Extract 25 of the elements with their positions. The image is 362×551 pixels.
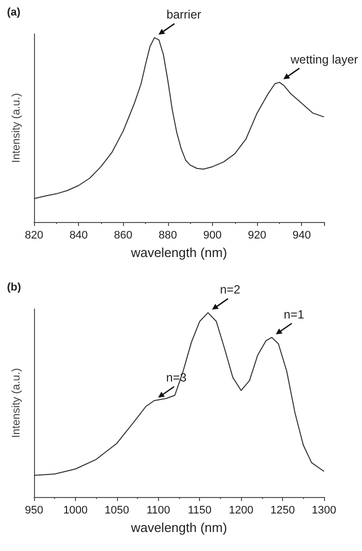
- x-tick-label: 1250: [270, 504, 295, 516]
- x-tick-label: 900: [203, 230, 222, 242]
- x-axis-title: wavelength (nm): [130, 520, 228, 535]
- chart-title: (b): [7, 282, 22, 294]
- x-tick-label: 1300: [312, 504, 336, 516]
- x-tick-label: 860: [114, 230, 132, 242]
- annotation: barrier: [166, 8, 202, 22]
- annotation: n=2: [220, 282, 241, 297]
- annotation: n=1: [284, 307, 304, 322]
- x-tick-label: 840: [69, 230, 88, 242]
- annotation: wetting layer: [290, 52, 358, 66]
- x-tick-label: 1100: [146, 504, 170, 516]
- x-tick-label: 920: [248, 230, 266, 242]
- x-tick-label: 950: [24, 504, 44, 516]
- y-axis-title: Intensity (a.u.): [10, 93, 22, 163]
- x-tick-label: 880: [158, 230, 178, 242]
- x-tick-label: 820: [24, 230, 44, 242]
- x-tick-label: 940: [292, 230, 311, 242]
- x-tick-label: 1050: [104, 504, 130, 516]
- y-axis-title: Intensity (a.u.): [10, 368, 22, 438]
- x-tick-label: 1000: [63, 504, 88, 516]
- chart-title: (a): [7, 6, 21, 18]
- x-axis-title: wavelength (nm): [130, 245, 228, 260]
- x-tick-label: 1150: [188, 504, 212, 516]
- x-tick-label: 1200: [228, 504, 254, 516]
